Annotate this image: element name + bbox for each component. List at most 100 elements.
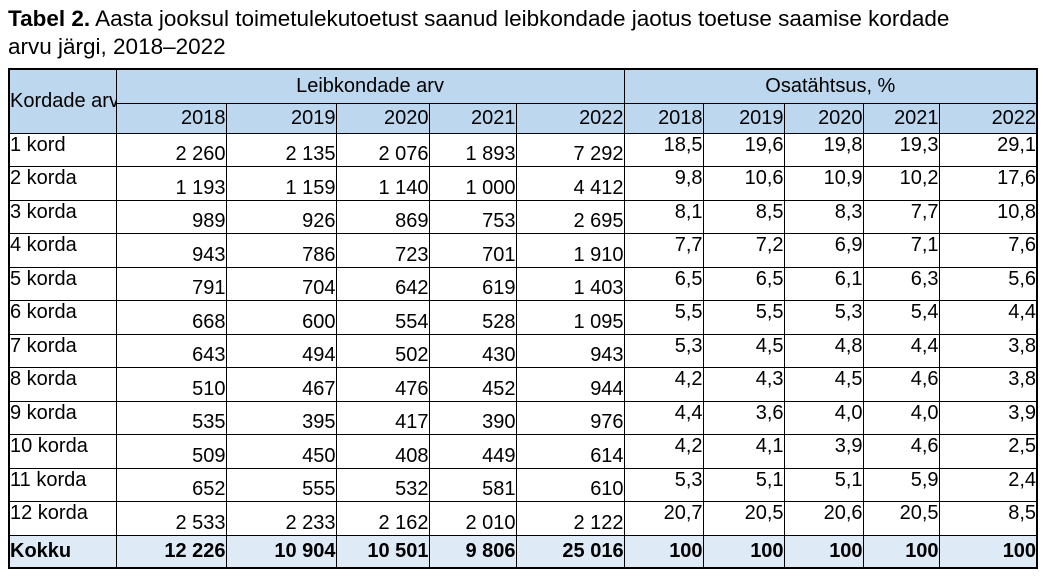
count-cell-2018: 2 260 xyxy=(115,132,227,167)
share-cell-2019: 20,5 xyxy=(702,501,785,536)
share-cell-2018: 5,5 xyxy=(623,300,704,335)
count-cell-2022: 1 095 xyxy=(515,300,625,335)
count-cell-2020: 2 076 xyxy=(335,132,430,167)
table-row: 12 korda 2 533 2 233 2 162 2 010 2 122 20,7 20,… xyxy=(8,501,1038,536)
table-row: 5 korda 791 704 642 619 1 403 6,5 6,5 6,1 6,3 5,6 xyxy=(8,266,1038,301)
count-cell-2020: 869 xyxy=(335,199,430,234)
share-cell-2018: 18,5 xyxy=(623,132,704,167)
share-cell-2018: 9,8 xyxy=(623,166,704,201)
share-cell-2019: 4,5 xyxy=(702,333,785,368)
share-cell-2021: 19,3 xyxy=(862,132,940,167)
count-cell-2019: 600 xyxy=(225,300,337,335)
share-cell-2018: 6,5 xyxy=(623,266,704,301)
share-cell-2020: 5,1 xyxy=(783,467,864,502)
table-header: Kordade arv Leibkondade arv Osatähtsus, … xyxy=(8,68,1038,134)
share-cell-2019: 19,6 xyxy=(702,132,785,167)
count-cell-2021: 449 xyxy=(428,434,517,469)
share-cell-2022: 17,6 xyxy=(938,166,1038,201)
count-cell-2021: 390 xyxy=(428,400,517,435)
count-cell-2019: 1 159 xyxy=(225,166,337,201)
share-cell-2021: 6,3 xyxy=(862,266,940,301)
share-cell-2020: 19,8 xyxy=(783,132,864,167)
count-cell-2019: 555 xyxy=(225,467,337,502)
count-cell-2020: 723 xyxy=(335,233,430,268)
share-cell-2022: 3,9 xyxy=(938,400,1038,435)
count-cell-2022: 614 xyxy=(515,434,625,469)
share-cell-2020: 6,9 xyxy=(783,233,864,268)
count-cell-2020: 642 xyxy=(335,266,430,301)
count-cell-2019: 786 xyxy=(225,233,337,268)
count-cell-2020: 2 162 xyxy=(335,501,430,536)
year-header-shares-2021: 2021 xyxy=(862,102,940,134)
count-cell-2020: 502 xyxy=(335,333,430,368)
share-cell-2021: 7,7 xyxy=(862,199,940,234)
count-cell-2021: 452 xyxy=(428,367,517,402)
table-row: 9 korda 535 395 417 390 976 4,4 3,6 4,0 4,0 3,9 xyxy=(8,400,1038,435)
count-cell-2022: 1 910 xyxy=(515,233,625,268)
share-cell-2020: 3,9 xyxy=(783,434,864,469)
year-header-counts-2021: 2021 xyxy=(428,102,517,134)
count-cell-2021: 581 xyxy=(428,467,517,502)
share-cell-2018: 4,2 xyxy=(623,434,704,469)
share-cell-2019: 3,6 xyxy=(702,400,785,435)
count-cell-2018: 509 xyxy=(115,434,227,469)
share-cell-2022: 3,8 xyxy=(938,367,1038,402)
count-cell-2020: 10 501 xyxy=(335,534,430,569)
share-cell-2022: 3,8 xyxy=(938,333,1038,368)
share-cell-2020: 4,5 xyxy=(783,367,864,402)
year-header-counts-2019: 2019 xyxy=(225,102,337,134)
share-cell-2021: 4,6 xyxy=(862,434,940,469)
row-label: 12 korda xyxy=(8,501,117,536)
share-cell-2020: 20,6 xyxy=(783,501,864,536)
count-cell-2019: 467 xyxy=(225,367,337,402)
share-cell-2022: 7,6 xyxy=(938,233,1038,268)
row-label: 10 korda xyxy=(8,434,117,469)
share-cell-2019: 5,1 xyxy=(702,467,785,502)
year-header-counts-2018: 2018 xyxy=(115,102,227,134)
count-cell-2018: 12 226 xyxy=(115,534,227,569)
count-cell-2019: 10 904 xyxy=(225,534,337,569)
count-cell-2021: 528 xyxy=(428,300,517,335)
table-row: 1 kord 2 260 2 135 2 076 1 893 7 292 18,5 19,6 1… xyxy=(8,132,1038,167)
count-cell-2018: 652 xyxy=(115,467,227,502)
count-cell-2022: 943 xyxy=(515,333,625,368)
count-cell-2021: 430 xyxy=(428,333,517,368)
row-label: 2 korda xyxy=(8,166,117,201)
count-cell-2021: 701 xyxy=(428,233,517,268)
share-cell-2018: 5,3 xyxy=(623,467,704,502)
count-cell-2021: 1 893 xyxy=(428,132,517,167)
share-cell-2018: 4,4 xyxy=(623,400,704,435)
share-cell-2020: 6,1 xyxy=(783,266,864,301)
share-cell-2022: 2,4 xyxy=(938,467,1038,502)
count-cell-2021: 9 806 xyxy=(428,534,517,569)
share-cell-2022: 4,4 xyxy=(938,300,1038,335)
table-row: 7 korda 643 494 502 430 943 5,3 4,5 4,8 4,4 3,8 xyxy=(8,333,1038,368)
count-cell-2020: 1 140 xyxy=(335,166,430,201)
count-cell-2022: 610 xyxy=(515,467,625,502)
count-cell-2020: 532 xyxy=(335,467,430,502)
share-cell-2019: 4,3 xyxy=(702,367,785,402)
table-row: 8 korda 510 467 476 452 944 4,2 4,3 4,5 4,6 3,8 xyxy=(8,367,1038,402)
count-cell-2019: 2 135 xyxy=(225,132,337,167)
share-cell-2019: 4,1 xyxy=(702,434,785,469)
count-cell-2018: 989 xyxy=(115,199,227,234)
table-title-text: Aasta jooksul toimetulekutoetust saanud … xyxy=(8,6,950,59)
year-header-counts-2020: 2020 xyxy=(335,102,430,134)
row-label: 4 korda xyxy=(8,233,117,268)
year-header-row: 2018 2019 2020 2021 2022 2018 2019 2020 … xyxy=(9,102,1038,134)
count-cell-2018: 943 xyxy=(115,233,227,268)
count-cell-2022: 976 xyxy=(515,400,625,435)
share-cell-2020: 5,3 xyxy=(783,300,864,335)
share-cell-2021: 5,9 xyxy=(862,467,940,502)
share-cell-2020: 4,0 xyxy=(783,400,864,435)
table-row: 6 korda 668 600 554 528 1 095 5,5 5,5 5,3 5,4 4,4 xyxy=(8,300,1038,335)
row-label: 7 korda xyxy=(8,333,117,368)
table-row: 2 korda 1 193 1 159 1 140 1 000 4 412 9,8 10,6 1… xyxy=(8,166,1038,201)
share-cell-2019: 10,6 xyxy=(702,166,785,201)
row-label: Kokku xyxy=(8,534,117,569)
count-cell-2018: 643 xyxy=(115,333,227,368)
count-cell-2019: 494 xyxy=(225,333,337,368)
count-cell-2018: 535 xyxy=(115,400,227,435)
count-cell-2018: 791 xyxy=(115,266,227,301)
share-cell-2019: 8,5 xyxy=(702,199,785,234)
